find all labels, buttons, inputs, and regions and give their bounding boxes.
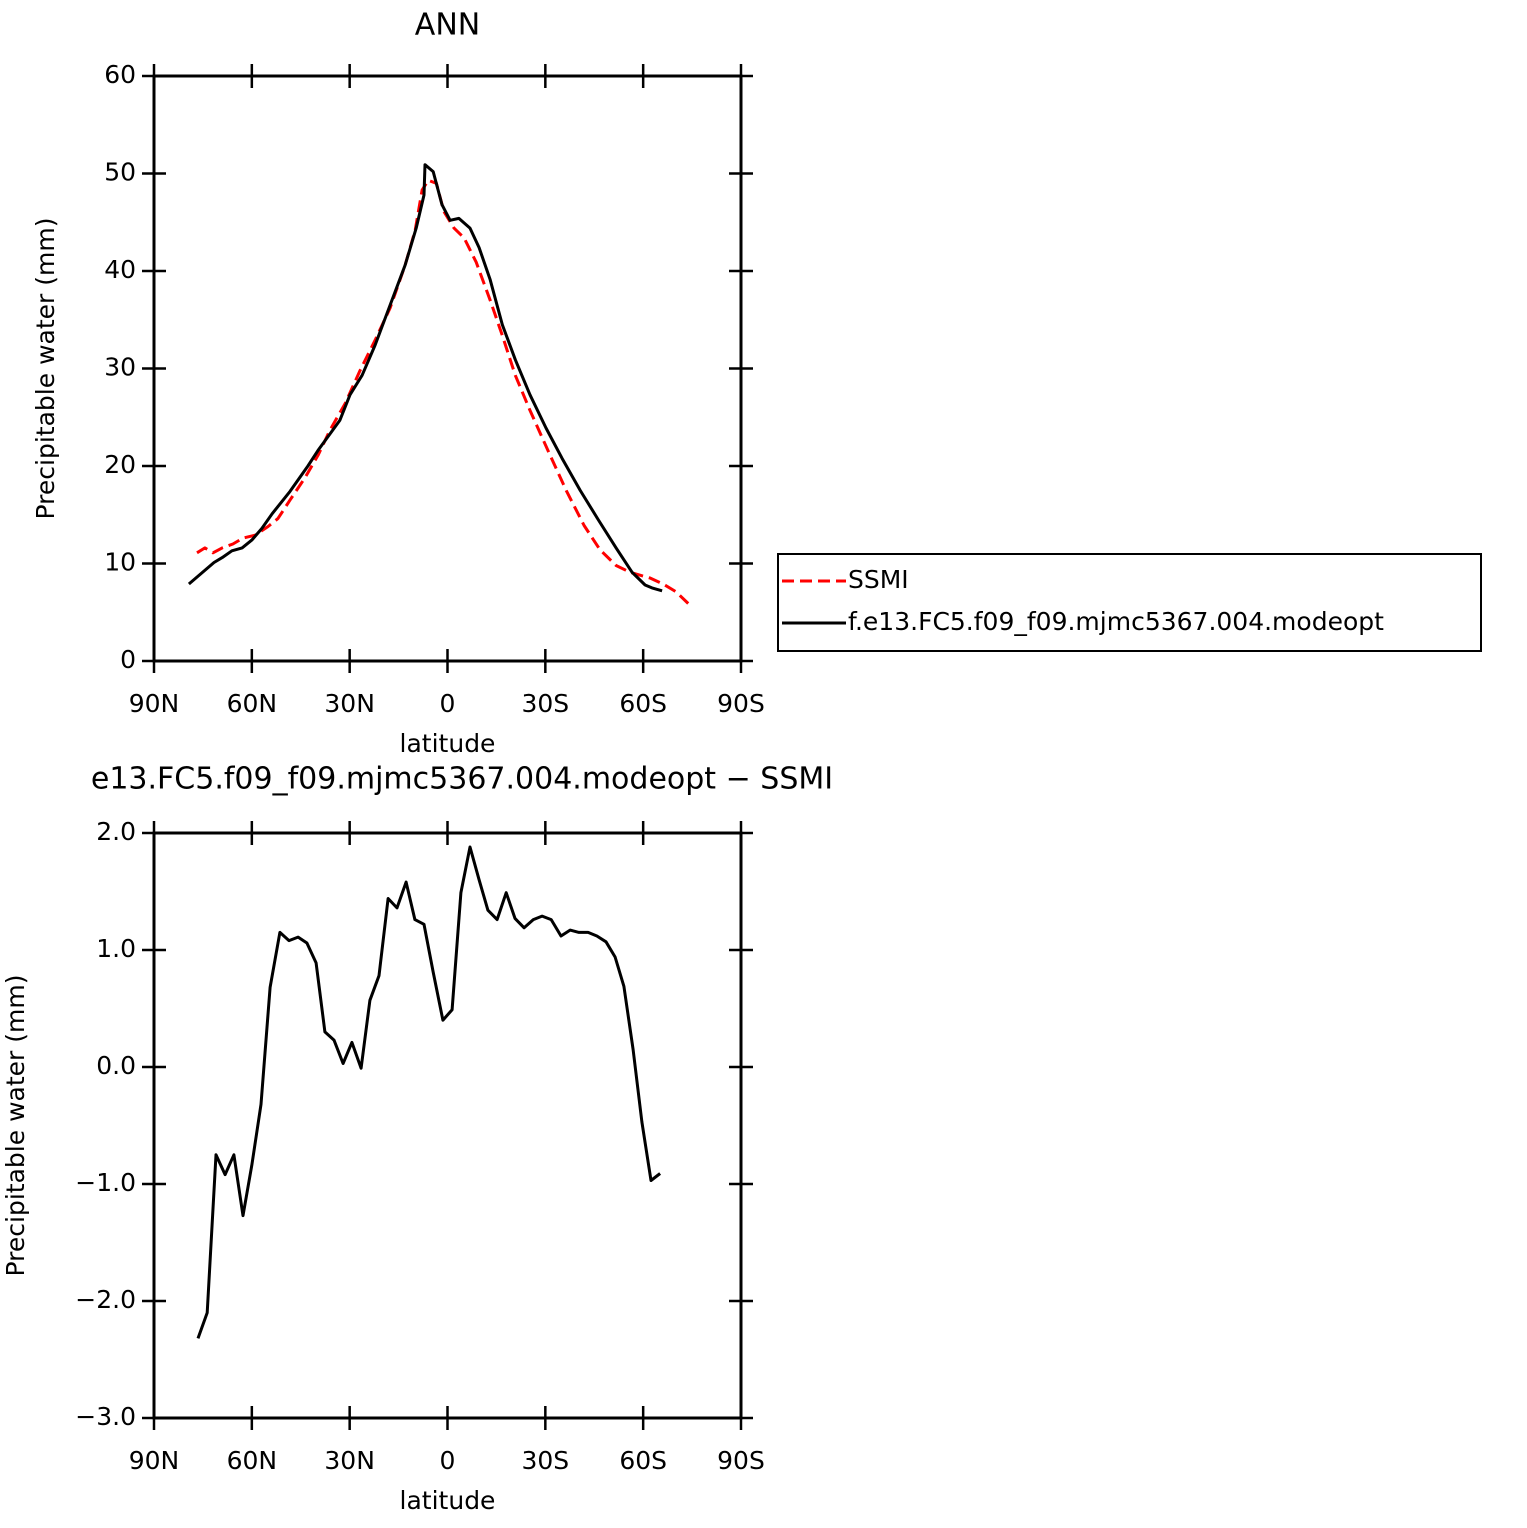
y-tick-label: 40 [104,255,136,284]
x-tick-label: 30N [324,1446,375,1475]
chart-title: e13.FC5.f09_f09.mjmc5367.004.modeopt − S… [91,762,833,797]
y-tick-label: 0 [120,645,136,674]
x-tick-label: 30S [521,689,569,718]
x-tick-label: 90S [717,1446,765,1475]
y-tick-label: 60 [104,60,136,89]
x-tick-label: 0 [440,689,456,718]
legend-box [777,553,1482,652]
y-tick-label: 0.0 [96,1051,136,1080]
data-line [196,178,690,605]
x-tick-label: 30N [324,689,375,718]
y-tick-label: 50 [104,158,136,187]
y-tick-label: −2.0 [75,1285,136,1314]
y-axis-label: Precipitable water (mm) [31,218,60,520]
plot-frame [152,831,743,1420]
x-tick-label: 90N [129,1446,180,1475]
x-tick-label: 60S [619,689,667,718]
x-axis-label: latitude [400,729,496,758]
x-tick-label: 90N [129,689,180,718]
legend-label: f.e13.FC5.f09_f09.mjmc5367.004.modeopt [848,607,1384,636]
data-line [187,163,663,593]
x-tick-label: 90S [717,689,765,718]
y-tick-label: 2.0 [96,817,136,846]
y-tick-label: 1.0 [96,934,136,963]
x-tick-label: 60S [619,1446,667,1475]
chart-title: ANN [415,8,480,43]
x-tick-label: 60N [227,1446,278,1475]
y-tick-label: −1.0 [75,1168,136,1197]
y-tick-label: 10 [104,548,136,577]
x-tick-label: 30S [521,1446,569,1475]
y-tick-label: −3.0 [75,1402,136,1431]
y-tick-label: 30 [104,353,136,382]
plot-frame [152,74,743,663]
legend-label: SSMI [848,565,909,594]
x-tick-label: 60N [227,689,278,718]
x-axis-label: latitude [400,1486,496,1515]
y-tick-label: 20 [104,450,136,479]
data-line [196,845,662,1339]
y-axis-label: Precipitable water (mm) [1,975,30,1277]
x-tick-label: 0 [440,1446,456,1475]
